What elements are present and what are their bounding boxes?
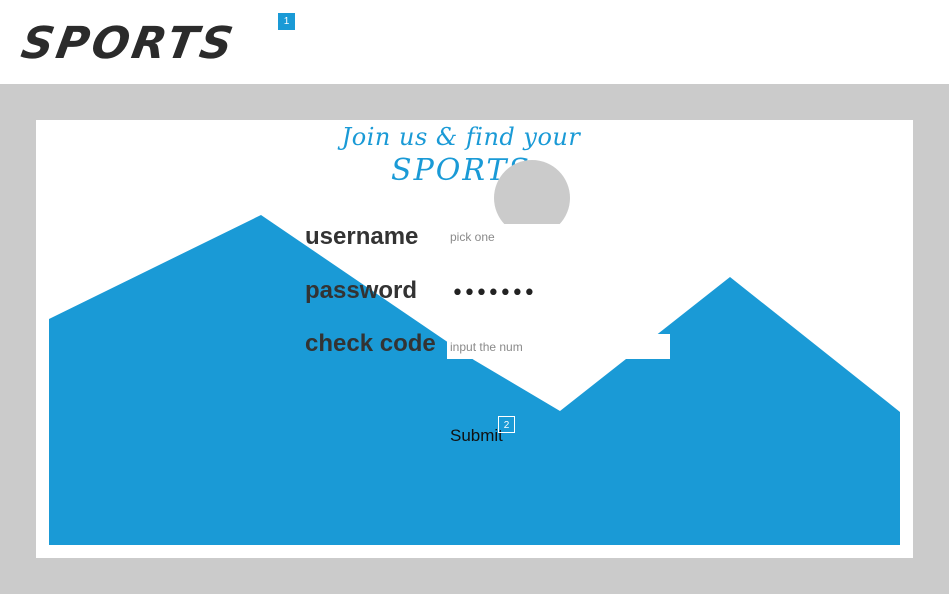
- tagline: Join us & find your SPORTS: [291, 120, 631, 189]
- element-badge: 1: [278, 13, 295, 30]
- header: SPORTS 1: [0, 0, 949, 84]
- password-label: password: [305, 277, 418, 304]
- element-badge: 2: [498, 416, 515, 433]
- signup-card: Join us & find your SPORTS username pass…: [36, 120, 913, 558]
- username-label: username: [305, 223, 419, 250]
- password-input[interactable]: •••••••: [451, 281, 536, 306]
- check-code-label: check code: [305, 330, 436, 357]
- avatar-placeholder: [494, 160, 570, 224]
- logo[interactable]: SPORTS: [17, 18, 240, 69]
- mountain-shape: [49, 215, 900, 545]
- username-input[interactable]: [450, 226, 670, 248]
- avatar[interactable]: [494, 160, 570, 224]
- mountain-illustration: [49, 215, 900, 545]
- submit-button[interactable]: Submit: [450, 426, 503, 445]
- tagline-prefix: Join us & find your: [341, 123, 581, 151]
- check-code-input[interactable]: [447, 334, 670, 359]
